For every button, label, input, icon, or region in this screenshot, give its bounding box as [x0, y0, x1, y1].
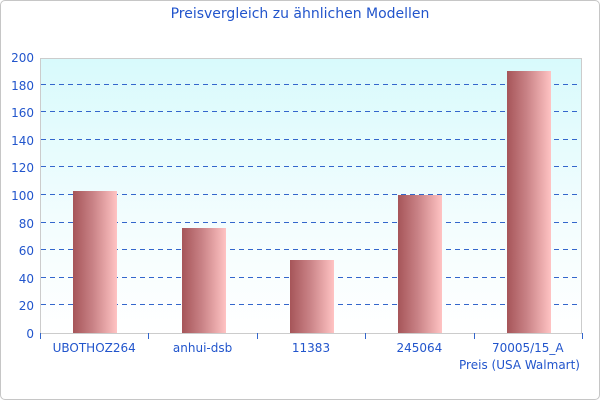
x-category-label-245064: 245064 [396, 341, 443, 355]
chart-title: Preisvergleich zu ähnlichen Modellen [170, 6, 430, 22]
gridline-160 [41, 111, 581, 113]
x-axis-tick [148, 333, 150, 339]
bar-anhui-dsb [181, 228, 226, 333]
bar-UBOTHOZ264 [73, 190, 118, 333]
y-tick-label-40: 40 [18, 271, 34, 286]
x-category-label-70005/15_A: 70005/15_A [491, 341, 564, 355]
x-category-label-anhui-dsb: anhui-dsb [172, 341, 233, 355]
bar-70005/15_A [506, 70, 551, 333]
gridline-120 [41, 166, 581, 168]
y-tick-label-100: 100 [11, 189, 34, 203]
y-tick-label-200: 200 [11, 51, 34, 65]
gridline-100 [41, 194, 581, 195]
x-axis-title: Preis (USA Walmart) [459, 358, 580, 372]
x-axis-tick [365, 333, 367, 339]
bar-245064 [398, 195, 443, 333]
gridline-80 [41, 221, 581, 223]
y-tick-label-180: 180 [11, 78, 34, 93]
gridline-180 [41, 83, 581, 85]
y-tick-label-160: 160 [11, 106, 34, 121]
x-axis-tick [40, 333, 41, 339]
x-category-label-UBOTHOZ264: UBOTHOZ264 [52, 341, 136, 355]
x-axis-tick [473, 333, 475, 339]
x-axis-tick [256, 333, 258, 339]
x-axis-tick [582, 333, 583, 339]
y-tick-label-60: 60 [18, 244, 34, 259]
y-tick-label-140: 140 [11, 133, 34, 148]
plot-area [40, 58, 582, 334]
y-tick-label-80: 80 [18, 216, 34, 231]
bar-11383 [290, 259, 334, 333]
y-tick-label-0: 0 [26, 327, 34, 341]
gridline-140 [41, 138, 581, 140]
y-tick-label-20: 20 [18, 299, 34, 314]
gridline-60 [41, 249, 581, 251]
x-category-label-11383: 11383 [291, 341, 331, 355]
y-tick-label-120: 120 [11, 161, 34, 176]
